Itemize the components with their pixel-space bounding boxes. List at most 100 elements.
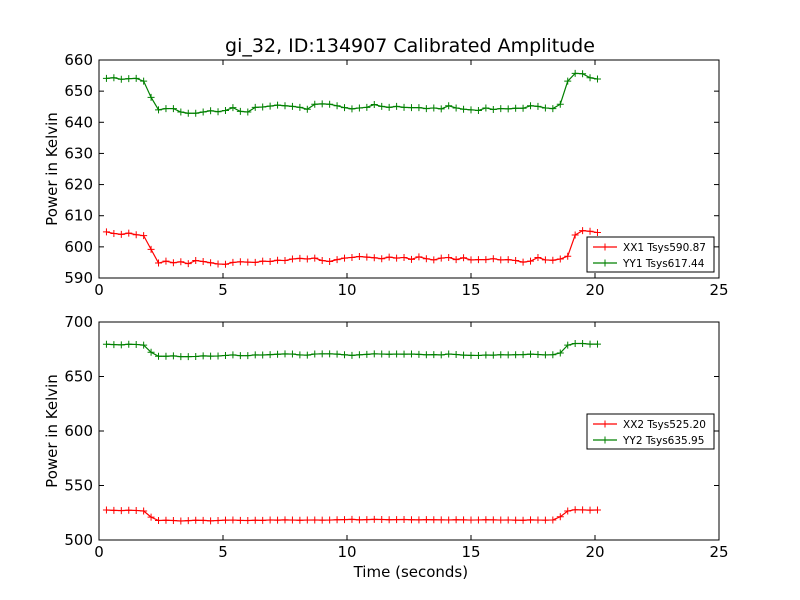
y-tick-label: 650 (64, 368, 93, 386)
data-point (370, 101, 378, 109)
data-point (370, 515, 378, 523)
data-point (221, 351, 229, 359)
data-point (207, 259, 215, 267)
data-point (184, 260, 192, 268)
y-tick-label: 700 (64, 313, 93, 331)
data-point (541, 351, 549, 359)
data-point (355, 104, 363, 112)
data-point (534, 350, 542, 358)
data-point (132, 231, 140, 239)
data-point (274, 256, 282, 264)
data-point (169, 352, 177, 360)
data-point (400, 516, 408, 524)
data-point (259, 103, 267, 111)
data-point (378, 516, 386, 524)
data-point (155, 516, 163, 524)
data-point (430, 256, 438, 264)
data-point (125, 506, 133, 514)
data-point (251, 351, 259, 359)
data-point (549, 256, 557, 264)
data-point (169, 105, 177, 113)
data-point (251, 258, 259, 266)
data-point (504, 105, 512, 113)
data-point (593, 340, 601, 348)
data-point (125, 340, 133, 348)
data-point (266, 257, 274, 265)
data-point (229, 258, 237, 266)
data-point (482, 351, 490, 359)
data-point (571, 231, 579, 239)
data-point (564, 507, 572, 515)
plots: 0 5 10 15 20 25 590 600 610 620 630 640 650 660 Power … (43, 51, 729, 581)
data-point (534, 516, 542, 524)
data-point (445, 102, 453, 110)
data-point (162, 257, 170, 265)
data-point (385, 253, 393, 261)
data-point (333, 516, 341, 524)
data-point (385, 350, 393, 358)
data-point (556, 100, 564, 108)
data-point (274, 101, 282, 109)
data-point (296, 254, 304, 262)
legend-entry: YY2 Tsys635.95 (622, 435, 704, 447)
legend-entry: YY1 Tsys617.44 (622, 258, 705, 270)
data-point (296, 516, 304, 524)
data-point (184, 353, 192, 361)
data-point (125, 229, 133, 237)
data-point (244, 258, 252, 266)
data-point (452, 256, 460, 264)
data-point (363, 253, 371, 261)
data-point (236, 516, 244, 524)
data-point (445, 350, 453, 358)
data-point (437, 516, 445, 524)
data-point (482, 104, 490, 112)
data-point (415, 104, 423, 112)
data-point (288, 255, 296, 263)
x-tick-label: 25 (709, 543, 728, 561)
data-point (281, 350, 289, 358)
data-point (207, 352, 215, 360)
data-point (512, 351, 520, 359)
data-point (407, 255, 415, 263)
data-point (415, 350, 423, 358)
data-point (571, 506, 579, 514)
data-point (162, 105, 170, 113)
data-point (229, 351, 237, 359)
data-point (586, 227, 594, 235)
data-point (437, 254, 445, 262)
data-point (207, 107, 215, 115)
data-point (378, 255, 386, 263)
data-point (303, 516, 311, 524)
data-point (422, 516, 430, 524)
data-point (579, 506, 587, 514)
legend-marker (601, 436, 609, 444)
y-tick-label: 620 (64, 176, 93, 194)
data-point (326, 516, 334, 524)
data-point (102, 506, 110, 514)
series-1-group (102, 506, 601, 525)
series-2-group (102, 69, 601, 117)
data-point (236, 258, 244, 266)
data-point (534, 102, 542, 110)
data-point (393, 102, 401, 110)
legend: XX1 Tsys590.87 YY1 Tsys617.44 (586, 236, 715, 273)
data-point (102, 228, 110, 236)
data-point (192, 516, 200, 524)
data-point (467, 106, 475, 114)
x-tick-label: 20 (585, 543, 604, 561)
data-point (102, 74, 110, 82)
data-point (348, 105, 356, 113)
data-point (482, 256, 490, 264)
data-point (102, 340, 110, 348)
data-point (214, 516, 222, 524)
data-point (497, 256, 505, 264)
data-point (244, 108, 252, 116)
data-point (460, 351, 468, 359)
data-point (593, 75, 601, 83)
y-tick-label: 550 (64, 477, 93, 495)
data-point (162, 516, 170, 524)
data-point (251, 516, 259, 524)
data-point (132, 340, 140, 348)
data-point (519, 258, 527, 266)
